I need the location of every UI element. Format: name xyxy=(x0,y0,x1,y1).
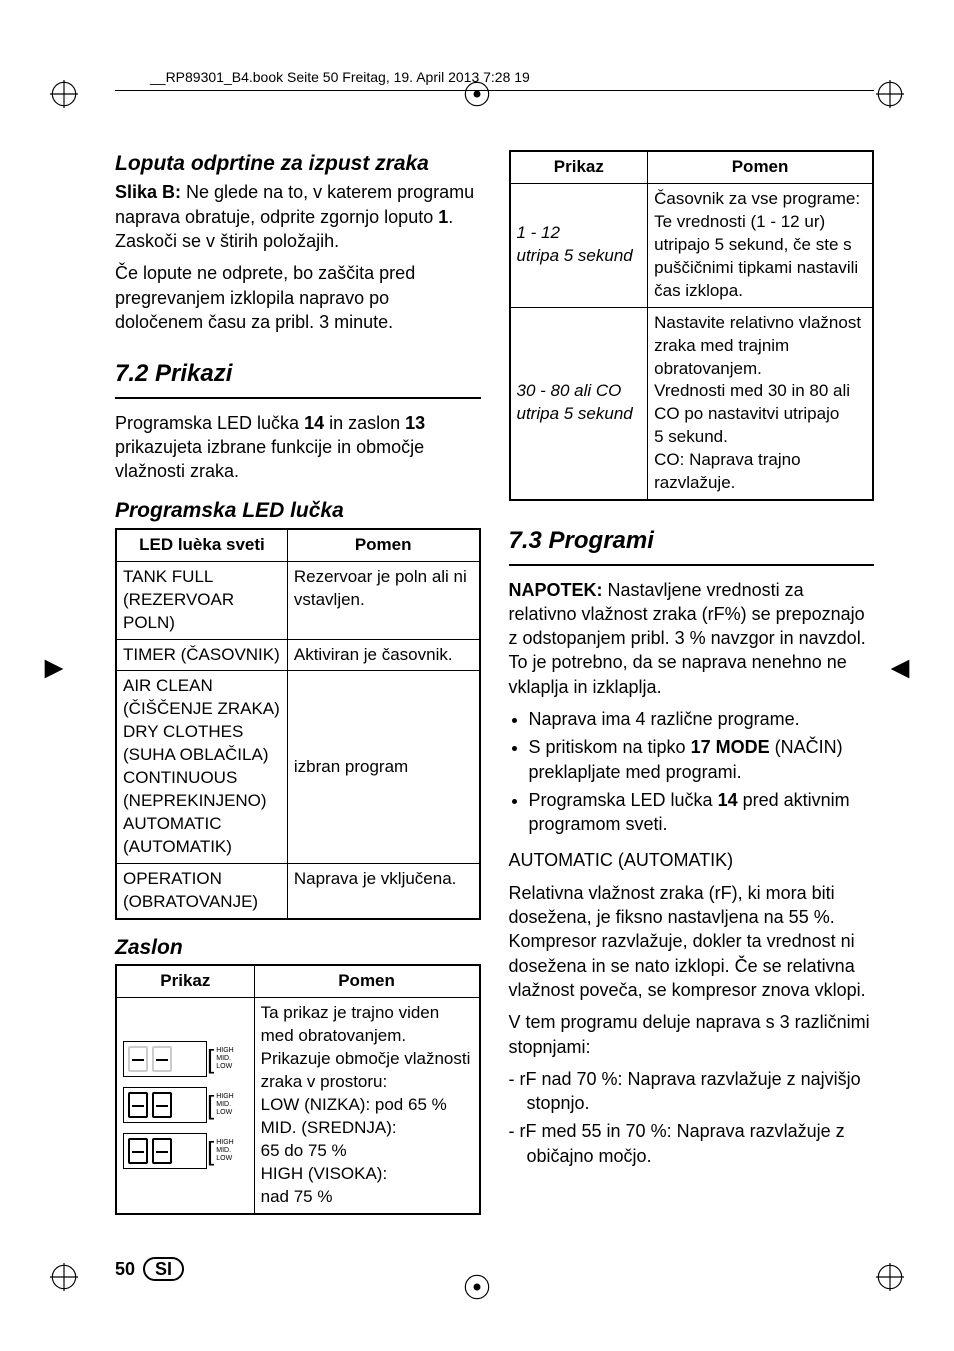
bullets-73: Naprava ima 4 različne programe. S priti… xyxy=(509,707,875,836)
p72-pre: Programska LED lučka xyxy=(115,413,304,433)
rt-r1c0: 30 - 80 ali CO utripa 5 sekund xyxy=(510,307,648,500)
led-th-0: LED luèka sveti xyxy=(116,529,287,561)
reg-mark-r xyxy=(886,655,914,683)
dash-list: rF nad 70 %: Naprava razvlažuje z najviš… xyxy=(509,1067,875,1168)
bullet-0: Naprava ima 4 različne programe. xyxy=(529,707,875,731)
lang-badge: SI xyxy=(143,1257,184,1281)
page-footer: 50 SI xyxy=(115,1257,184,1281)
rt-r0c1: Časovnik za vse programe: Te vrednosti (… xyxy=(648,183,873,307)
led-table: LED luèka sveti Pomen TANK FULL (REZERVO… xyxy=(115,528,481,920)
rt-r0c0: 1 - 12 utripa 5 sekund xyxy=(510,183,648,307)
h-72: 7.2 Prikazi xyxy=(115,358,481,390)
b2-b: 14 xyxy=(718,790,738,810)
right-column: Prikaz Pomen 1 - 12 utripa 5 sekund Časo… xyxy=(509,150,875,1229)
led-r3c1: Naprava je vključena. xyxy=(287,863,479,918)
h-auto: AUTOMATIC (AUTOMATIK) xyxy=(509,848,875,872)
zas-th-1: Pomen xyxy=(254,965,479,997)
b1-pre: S pritiskom na tipko xyxy=(529,737,691,757)
page-number: 50 xyxy=(115,1257,135,1281)
mini-labels-2: HIGHMID.LOW xyxy=(216,1093,234,1117)
zas-p-0: Ta prikaz je trajno viden med obratovanj… xyxy=(261,1002,473,1094)
napotek-label: NAPOTEK: xyxy=(509,580,603,600)
header-rule xyxy=(115,90,874,91)
h-73: 7.3 Programi xyxy=(509,525,875,557)
left-column: Loputa odprtine za izpust zraka Slika B:… xyxy=(115,150,481,1229)
b2-pre: Programska LED lučka xyxy=(529,790,718,810)
bullet-2: Programska LED lučka 14 pred aktivnim pr… xyxy=(529,788,875,837)
rt-th-1: Pomen xyxy=(648,151,873,183)
right-top-table: Prikaz Pomen 1 - 12 utripa 5 sekund Časo… xyxy=(509,150,875,501)
reg-mark-tr xyxy=(876,80,904,108)
bracket-icon-3: [ xyxy=(207,1138,214,1164)
bracket-icon-2: [ xyxy=(207,1092,214,1118)
h-zaslon: Zaslon xyxy=(115,934,481,962)
led-th-1: Pomen xyxy=(287,529,479,561)
auto-p1: Relativna vlažnost zraka (rF), ki mora b… xyxy=(509,881,875,1002)
led-r1c0: TIMER (ČASOVNIK) xyxy=(116,639,287,671)
p72-b2: 13 xyxy=(405,413,425,433)
p72-post: prikazujeta izbrane funkcije in območje … xyxy=(115,437,424,481)
napotek-para: NAPOTEK: Nastavljene vrednosti za relati… xyxy=(509,578,875,699)
led-r0c0: TANK FULL (REZERVOAR POLN) xyxy=(116,561,287,639)
rule-73 xyxy=(509,564,875,566)
bullet-1: S pritiskom na tipko 17 MODE (NAČIN) pre… xyxy=(529,735,875,784)
reg-mark-bc xyxy=(463,1273,491,1301)
reg-mark-l xyxy=(40,655,68,683)
led-r1c1: Aktiviran je časovnik. xyxy=(287,639,479,671)
h-loputa: Loputa odprtine za izpust zraka xyxy=(115,150,481,178)
zas-icons-cell: [ HIGHMID.LOW [ HIGHMID.LOW [ HIGHMID.LO… xyxy=(116,998,254,1214)
rule-72 xyxy=(115,397,481,399)
zas-p-3: 65 do 75 % xyxy=(261,1140,473,1163)
mini-labels-1: HIGHMID.LOW xyxy=(216,1047,234,1071)
h-prog-led: Programska LED lučka xyxy=(115,497,481,525)
header-text: __RP89301_B4.book Seite 50 Freitag, 19. … xyxy=(150,68,530,87)
slika-b-label: Slika B: xyxy=(115,182,181,202)
loputa-p2: Če lopute ne odprete, bo zaščita pred pr… xyxy=(115,261,481,334)
zas-p-1: LOW (NIZKA): pod 65 % xyxy=(261,1094,473,1117)
zaslon-table: Prikaz Pomen [ HIGHMID.LOW [ HIGHMID xyxy=(115,964,481,1214)
zas-th-0: Prikaz xyxy=(116,965,254,997)
zas-p-5: nad 75 % xyxy=(261,1186,473,1209)
rt-th-0: Prikaz xyxy=(510,151,648,183)
mini-labels-3: HIGHMID.LOW xyxy=(216,1139,234,1163)
lcd-icon-low xyxy=(123,1041,207,1077)
zas-p-4: HIGH (VISOKA): xyxy=(261,1163,473,1186)
p72-mid: in zaslon xyxy=(324,413,405,433)
led-r3c0: OPERATION (OBRATOVANJE) xyxy=(116,863,287,918)
p-72: Programska LED lučka 14 in zaslon 13 pri… xyxy=(115,411,481,484)
lcd-icon-mid xyxy=(123,1087,207,1123)
slika-b-para: Slika B: Ne glede na to, v katerem progr… xyxy=(115,180,481,253)
auto-p2: V tem programu deluje naprava s 3 različ… xyxy=(509,1010,875,1059)
led-r0c1: Rezervoar je poln ali ni vstavljen. xyxy=(287,561,479,639)
reg-mark-br xyxy=(876,1263,904,1291)
p72-b1: 14 xyxy=(304,413,324,433)
rt-r1c1: Nastavite relativno vlažnost zraka med t… xyxy=(648,307,873,500)
bracket-icon: [ xyxy=(207,1046,214,1072)
dash-1: rF med 55 in 70 %: Naprava razvlažuje z … xyxy=(527,1119,875,1168)
dash-0: rF nad 70 %: Naprava razvlažuje z najviš… xyxy=(527,1067,875,1116)
b1-b: 17 MODE xyxy=(691,737,770,757)
led-r2c0: AIR CLEAN (ČIŠČENJE ZRAKA) DRY CLOTHES (… xyxy=(116,671,287,864)
zas-p-2: MID. (SREDNJA): xyxy=(261,1117,473,1140)
zas-pomen-cell: Ta prikaz je trajno viden med obratovanj… xyxy=(254,998,479,1214)
led-r2c1: izbran program xyxy=(287,671,479,864)
lcd-icon-high xyxy=(123,1133,207,1169)
reg-mark-tl xyxy=(50,80,78,108)
slika-b-1: 1 xyxy=(438,207,448,227)
reg-mark-bl xyxy=(50,1263,78,1291)
